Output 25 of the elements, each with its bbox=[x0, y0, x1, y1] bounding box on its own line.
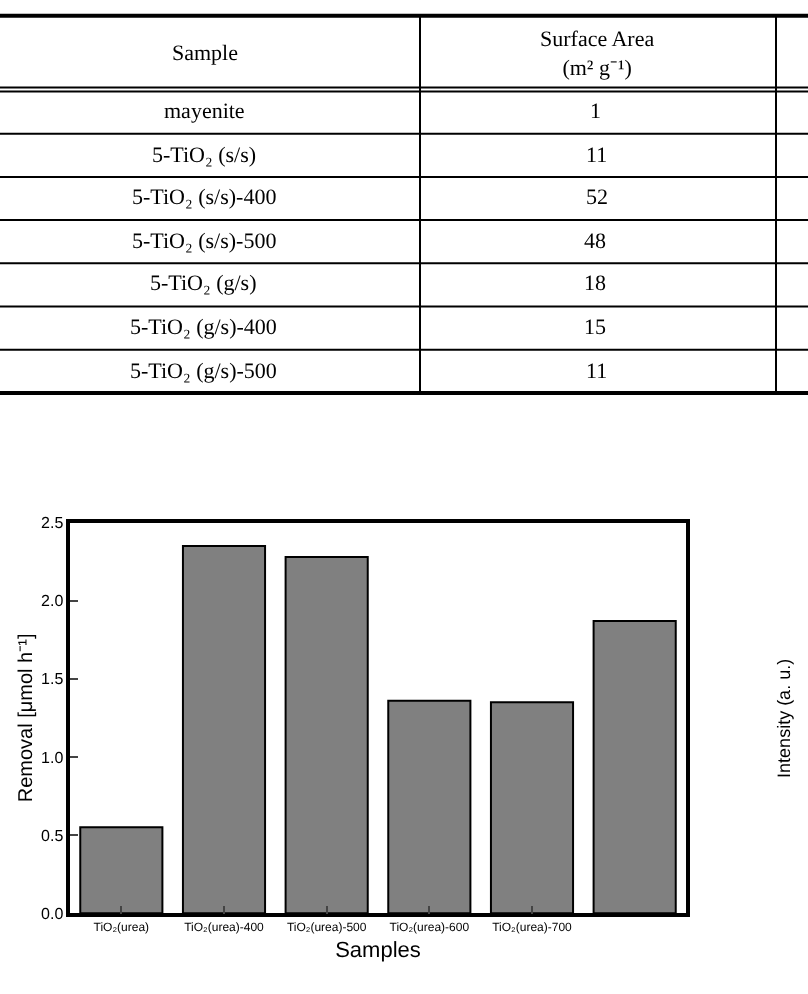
y-tick-label: 0.0 bbox=[41, 904, 65, 923]
text: 18 bbox=[584, 272, 607, 296]
y-tick-label: 0.5 bbox=[41, 826, 65, 845]
text: Intensity (a. u.) bbox=[774, 658, 795, 778]
text: 11 bbox=[586, 360, 608, 384]
text: 5-TiO₂ (s/s) bbox=[152, 144, 257, 168]
text: mayenite bbox=[164, 100, 245, 124]
y-tick-label: 2.0 bbox=[41, 592, 65, 611]
y-axis-title: Removal [μmol h⁻¹] bbox=[16, 633, 39, 803]
y-tick-label: 1.5 bbox=[41, 670, 65, 689]
y-tick-label: 2.5 bbox=[41, 514, 65, 533]
text: 5-TiO₂ (g/s)-500 bbox=[130, 360, 278, 384]
y-tick-label: 1.0 bbox=[41, 748, 65, 767]
text: 5-TiO₂ (g/s)-400 bbox=[130, 316, 278, 340]
text: 15 bbox=[584, 316, 607, 340]
x-axis-title: Samples bbox=[335, 938, 422, 963]
text: 5-TiO₂ (g/s) bbox=[150, 272, 258, 296]
text: 48 bbox=[584, 230, 607, 254]
text: 1 bbox=[590, 100, 601, 124]
text: 5-TiO₂ (s/s)-400 bbox=[132, 186, 278, 210]
text: 5-TiO₂ (s/s)-500 bbox=[132, 230, 278, 254]
text: 11 bbox=[586, 144, 608, 168]
text: Sample bbox=[172, 42, 239, 66]
text: 52 bbox=[586, 186, 608, 210]
text: Surface Area (m² g⁻¹) bbox=[540, 28, 655, 81]
